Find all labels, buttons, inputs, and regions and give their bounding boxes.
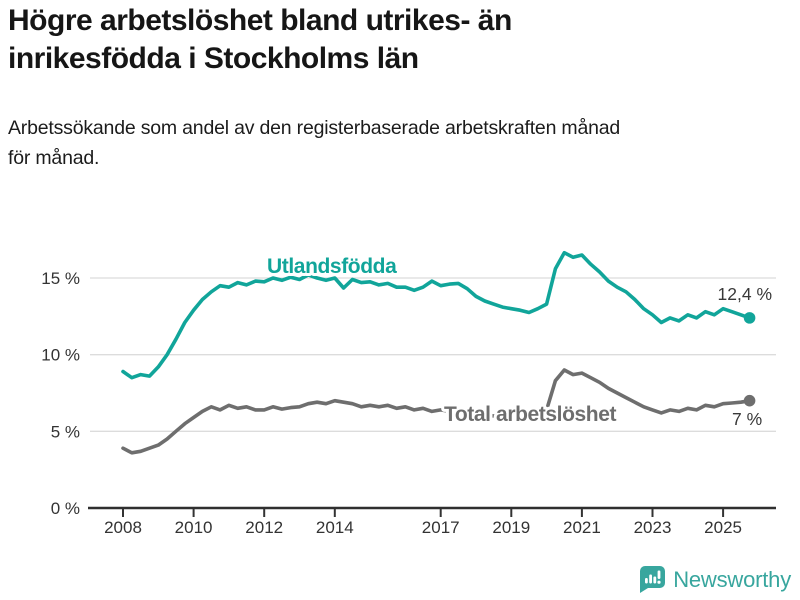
y-tick-label: 0 % [51, 499, 80, 518]
series-end-value-label: 12,4 % [718, 284, 772, 304]
series-label: Utlandsfödda [267, 255, 397, 278]
x-axis-ticks: 2008 2010 2012 2014 2017 2019 2021 2023 2025 [104, 509, 742, 537]
chart-title-line1: Högre arbetslöshet bland utrikes- än [8, 4, 512, 37]
chart-title-line2: inrikesfödda i Stockholms län [8, 42, 419, 75]
x-tick-label: 2012 [245, 518, 283, 537]
series-labels: Utlandsfödda 12,4 % Total arbetslöshet 7 % [264, 252, 774, 431]
newsworthy-bar-chart-badge-icon [640, 566, 666, 593]
newsworthy-logo-text: Newsworthy [673, 566, 791, 592]
y-tick-label: 15 % [41, 269, 80, 288]
series-lines [121, 250, 756, 455]
x-tick-label: 2014 [316, 518, 354, 537]
newsworthy-logo: Newsworthy [638, 565, 791, 594]
y-tick-label: 5 % [51, 422, 80, 441]
series-line-total [121, 368, 752, 455]
series-label: Total arbetslöshet [444, 403, 617, 426]
series-end-dot [743, 312, 756, 324]
chart-subtitle-line2: för månad. [8, 147, 100, 169]
x-tick-label: 2019 [492, 518, 530, 537]
series-line-utlandsfodda [121, 250, 752, 380]
y-axis-labels: 0 % 5 % 10 % 15 % [41, 269, 80, 518]
x-tick-label: 2010 [175, 518, 213, 537]
series-end-dot [743, 394, 756, 407]
gridlines [90, 277, 776, 432]
y-tick-label: 10 % [41, 346, 80, 365]
x-tick-label: 2021 [563, 518, 601, 537]
series-end-value-label: 7 % [732, 409, 762, 429]
chart-subtitle: Arbetssökande som andel av den registerb… [8, 113, 792, 173]
x-tick-label: 2017 [422, 518, 460, 537]
x-tick-label: 2025 [704, 518, 742, 537]
chart-subtitle-line1: Arbetssökande som andel av den registerb… [8, 117, 621, 139]
x-tick-label: 2023 [634, 518, 672, 537]
x-tick-label: 2008 [104, 518, 142, 537]
chart-title: Högre arbetslöshet bland utrikes- än inri… [8, 2, 792, 78]
